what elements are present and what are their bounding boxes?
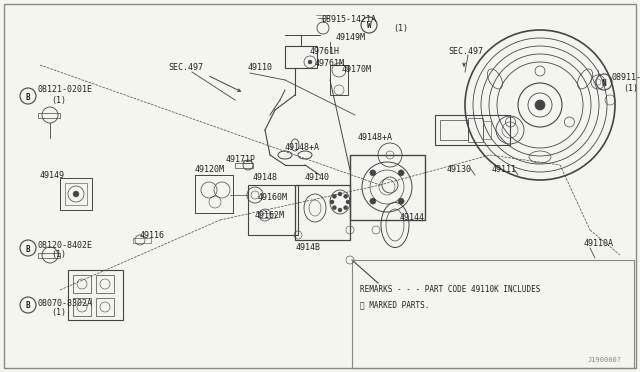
Bar [60, 178, 92, 210]
Bar [38, 113, 60, 118]
Bar [248, 185, 298, 235]
Bar [73, 275, 91, 293]
Bar [243, 160, 251, 163]
Circle shape [398, 198, 404, 204]
Bar [68, 270, 123, 320]
Text: 08070-8302A: 08070-8302A [38, 298, 93, 308]
Text: (1): (1) [51, 308, 66, 317]
Bar [295, 185, 350, 240]
Text: N: N [602, 78, 606, 87]
Bar [483, 121, 491, 139]
Bar [38, 253, 60, 258]
Text: 49148+A: 49148+A [358, 134, 393, 142]
Text: 08121-0201E: 08121-0201E [38, 86, 93, 94]
Circle shape [338, 192, 342, 196]
Text: B: B [26, 244, 30, 253]
Text: 49120M: 49120M [195, 166, 225, 174]
Text: 49110: 49110 [248, 64, 273, 73]
Bar [260, 213, 275, 218]
Text: J190000?: J190000? [588, 357, 622, 363]
Text: SEC.497: SEC.497 [448, 48, 483, 57]
Bar [350, 155, 425, 220]
Text: 49148: 49148 [253, 173, 278, 183]
Bar [440, 120, 468, 140]
Circle shape [73, 191, 79, 197]
Text: (1): (1) [393, 25, 408, 33]
Circle shape [338, 208, 342, 212]
Text: 49148+A: 49148+A [285, 144, 320, 153]
Text: 49144: 49144 [400, 214, 425, 222]
Text: 49149: 49149 [40, 171, 65, 180]
Text: 49130: 49130 [447, 166, 472, 174]
Bar [65, 183, 87, 205]
Text: 4914B: 4914B [296, 244, 321, 253]
Text: W: W [367, 22, 371, 31]
Text: 49111: 49111 [492, 166, 517, 174]
Bar [235, 163, 253, 168]
Bar [285, 46, 317, 68]
Text: 49761M: 49761M [315, 58, 345, 67]
Text: 49171P: 49171P [226, 155, 256, 164]
Circle shape [344, 206, 348, 210]
Text: 08120-8402E: 08120-8402E [38, 241, 93, 250]
Bar [330, 65, 348, 95]
Text: B: B [26, 301, 30, 311]
Circle shape [308, 60, 312, 64]
Text: (1): (1) [51, 250, 66, 260]
Text: 49110A: 49110A [584, 238, 614, 247]
Circle shape [370, 170, 376, 176]
Text: 49116: 49116 [140, 231, 165, 240]
Bar [96, 275, 114, 293]
Text: Ⓐ MARKED PARTS.: Ⓐ MARKED PARTS. [360, 301, 429, 310]
Bar [133, 238, 151, 243]
Text: 08915-1421A: 08915-1421A [321, 16, 376, 25]
Bar [468, 118, 483, 142]
Text: (1): (1) [623, 83, 638, 93]
Text: B: B [26, 93, 30, 102]
Bar [435, 115, 510, 145]
Text: 49761H: 49761H [310, 48, 340, 57]
Text: 49149M: 49149M [336, 33, 366, 42]
Text: 49162M: 49162M [255, 211, 285, 219]
Text: (1): (1) [51, 96, 66, 105]
Circle shape [330, 200, 334, 204]
Circle shape [346, 200, 350, 204]
Text: 49140: 49140 [305, 173, 330, 183]
Text: 49170M: 49170M [342, 65, 372, 74]
Bar [96, 298, 114, 316]
Bar [73, 298, 91, 316]
Circle shape [332, 194, 337, 198]
Circle shape [332, 206, 337, 210]
Circle shape [344, 194, 348, 198]
Bar [352, 260, 634, 368]
Circle shape [370, 198, 376, 204]
Text: SEC.497: SEC.497 [168, 64, 203, 73]
Text: 08911-6422A: 08911-6422A [612, 74, 640, 83]
Text: 49160M: 49160M [258, 193, 288, 202]
Text: REMARKS - - - PART CODE 49110K INCLUDES: REMARKS - - - PART CODE 49110K INCLUDES [360, 285, 540, 295]
Circle shape [535, 100, 545, 110]
Circle shape [398, 170, 404, 176]
Bar [195, 175, 233, 213]
